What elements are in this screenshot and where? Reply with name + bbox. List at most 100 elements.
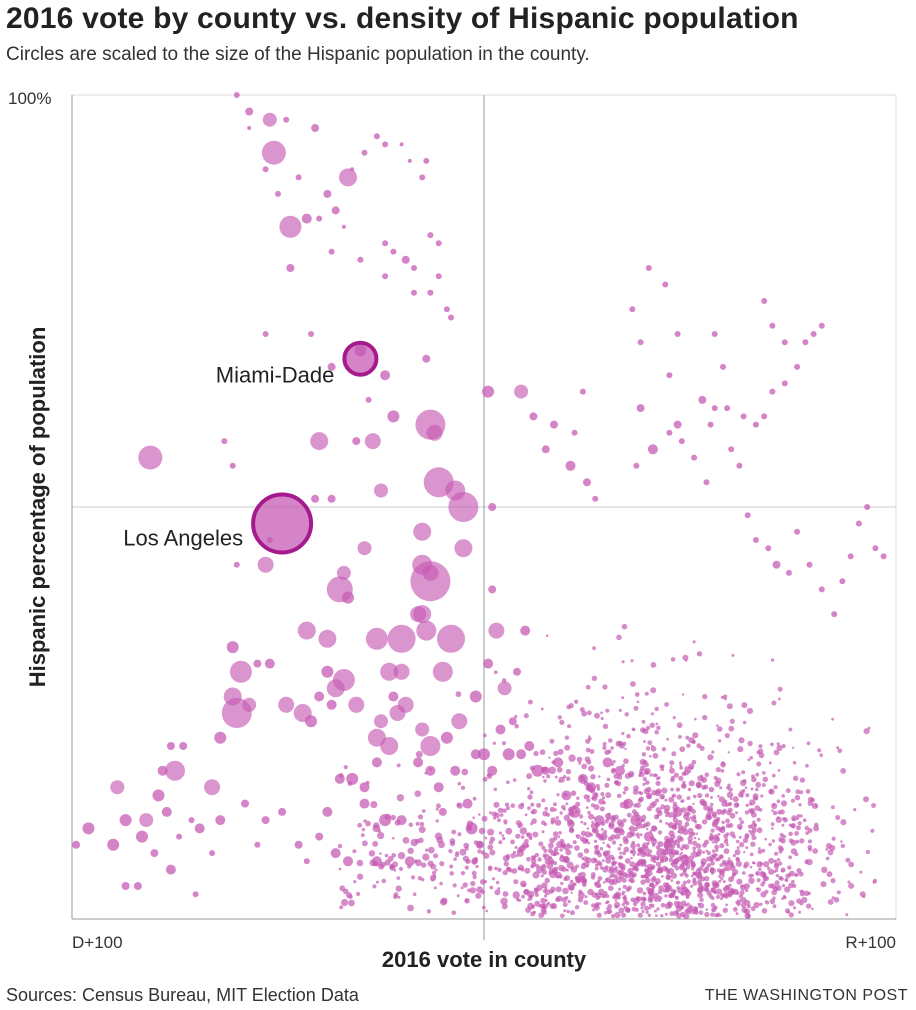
county-point <box>794 363 801 370</box>
county-point <box>572 882 576 886</box>
county-point <box>732 854 737 858</box>
county-point <box>536 802 542 808</box>
county-point <box>436 836 444 844</box>
county-point <box>763 861 770 868</box>
county-point <box>521 842 529 849</box>
county-point <box>642 776 647 782</box>
county-point <box>635 817 641 822</box>
county-point <box>808 839 812 844</box>
county-point <box>451 910 457 916</box>
county-point <box>380 737 399 755</box>
county-point <box>605 894 610 899</box>
county-point <box>72 840 81 849</box>
county-point <box>318 629 337 648</box>
county-point <box>660 914 664 918</box>
county-point <box>713 906 717 910</box>
county-point <box>770 658 775 662</box>
county-point <box>619 851 623 855</box>
y-axis-title: Hispanic percentage of population <box>25 327 50 688</box>
county-point <box>635 832 640 838</box>
county-point <box>807 828 813 833</box>
county-point <box>536 884 543 891</box>
county-point <box>625 887 631 892</box>
county-point <box>660 764 665 769</box>
county-point <box>262 331 269 337</box>
county-point <box>382 273 389 280</box>
county-point <box>780 838 786 844</box>
county-point <box>676 835 683 841</box>
county-point <box>606 777 611 782</box>
county-point <box>430 863 437 870</box>
county-point <box>361 149 368 156</box>
county-point <box>408 822 414 828</box>
county-point <box>658 819 663 823</box>
county-point <box>863 796 869 803</box>
county-point <box>457 832 462 837</box>
county-point <box>672 804 679 811</box>
county-point <box>712 853 717 858</box>
county-point <box>668 796 675 803</box>
county-point <box>706 851 711 856</box>
county-point <box>594 866 599 871</box>
county-point <box>636 887 644 894</box>
county-point <box>788 912 794 918</box>
county-point <box>520 802 524 806</box>
county-point <box>840 840 843 843</box>
county-point <box>416 620 437 641</box>
county-point <box>682 859 689 866</box>
county-point <box>590 822 597 830</box>
county-point <box>427 289 434 296</box>
county-point <box>684 909 689 914</box>
county-point <box>754 805 761 811</box>
x-tick-right: R+100 <box>845 933 896 952</box>
county-point <box>728 803 732 806</box>
county-point <box>777 686 783 692</box>
county-point <box>384 859 391 866</box>
county-point <box>648 903 652 907</box>
county-point <box>547 901 550 905</box>
county-point <box>530 822 533 826</box>
county-point <box>614 911 621 919</box>
county-point <box>642 759 648 765</box>
county-point <box>618 829 625 836</box>
county-point <box>785 569 792 576</box>
county-point <box>774 880 780 886</box>
county-point <box>640 874 644 879</box>
county-point <box>727 857 731 860</box>
county-point <box>663 808 670 814</box>
county-point <box>326 699 337 710</box>
county-point <box>429 768 432 771</box>
county-point <box>751 861 755 865</box>
county-point <box>564 735 570 740</box>
county-point <box>664 912 668 916</box>
county-point <box>514 384 529 399</box>
county-point <box>434 868 438 872</box>
county-point <box>558 831 562 835</box>
county-point <box>448 849 453 854</box>
county-point <box>831 896 835 900</box>
county-point <box>725 818 730 824</box>
county-point <box>527 806 531 810</box>
county-point <box>595 863 599 867</box>
county-point <box>707 754 714 761</box>
county-point <box>806 858 813 866</box>
county-point <box>574 845 580 851</box>
county-point <box>516 749 527 760</box>
county-point <box>516 849 524 857</box>
county-point <box>618 897 621 900</box>
county-point <box>422 853 430 861</box>
county-point <box>332 669 355 691</box>
county-point <box>756 761 762 767</box>
county-point <box>652 856 657 861</box>
county-point <box>768 842 772 847</box>
county-point <box>676 794 682 800</box>
county-point <box>639 833 643 837</box>
county-point <box>617 847 621 851</box>
county-point <box>666 429 673 436</box>
county-point <box>656 907 660 911</box>
county-point <box>744 512 751 519</box>
county-point <box>735 839 740 844</box>
county-point <box>718 854 724 860</box>
county-point <box>661 850 666 856</box>
county-point <box>505 855 511 860</box>
